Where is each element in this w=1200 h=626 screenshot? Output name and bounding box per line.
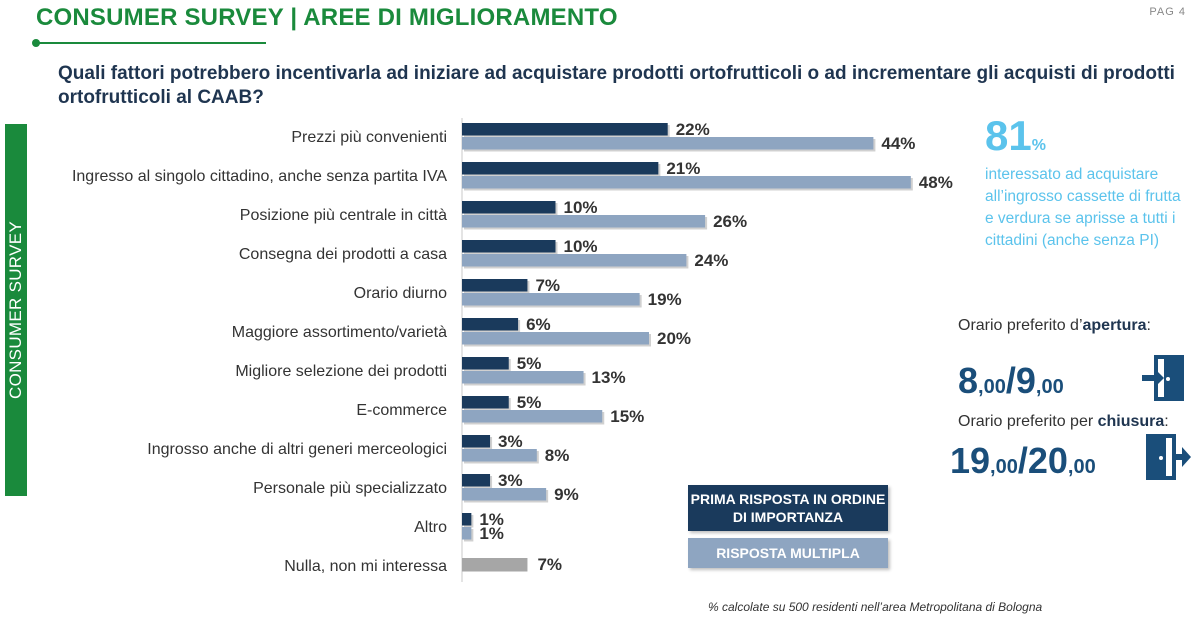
bar-first-response <box>462 357 509 370</box>
door-enter-icon <box>1142 355 1184 401</box>
data-label-first: 22% <box>676 120 710 139</box>
bar-first-response <box>462 396 509 409</box>
closing-min-1: ,00 <box>990 456 1018 478</box>
legend-multiple-response: RISPOSTA MULTIPLA <box>688 538 888 568</box>
closing-separator: / <box>1017 440 1028 481</box>
category-label: Nulla, non mi interessa <box>284 558 447 575</box>
data-label-multiple: 1% <box>479 524 504 543</box>
stat-number: 81 <box>985 112 1032 159</box>
bar-multiple-response <box>462 527 472 540</box>
category-label: Migliore selezione dei prodotti <box>235 363 447 380</box>
opening-min-2: ,00 <box>1035 376 1064 398</box>
data-label-first: 5% <box>517 393 542 412</box>
survey-question: Quali fattori potrebbero incentivarla ad… <box>58 63 1175 108</box>
legend-first-response: PRIMA RISPOSTA IN ORDINE DI IMPORTANZA <box>688 485 888 531</box>
data-label-multiple: 19% <box>648 290 682 309</box>
stat-unit: % <box>1031 137 1046 154</box>
page-title: CONSUMER SURVEY | AREE DI MIGLIORAMENTO <box>36 4 618 31</box>
data-label-first: 6% <box>526 315 551 334</box>
category-label: Posizione più centrale in città <box>240 207 447 224</box>
data-label-multiple: 13% <box>592 368 626 387</box>
closing-label-suffix: : <box>1164 413 1169 430</box>
door-exit-icon <box>1146 434 1191 480</box>
stat-description: interessato ad acquistare all’ingrosso c… <box>985 166 1181 249</box>
bar-multiple-response <box>462 371 584 384</box>
category-label: Ingresso al singolo cittadino, anche sen… <box>72 168 447 185</box>
bar-first-response <box>462 435 491 448</box>
data-label-multiple: 24% <box>694 251 728 270</box>
stat-value: 81% <box>985 112 1046 160</box>
data-label-first: 21% <box>666 159 700 178</box>
category-label: Consegna dei prodotti a casa <box>239 246 447 263</box>
data-label-multiple: 44% <box>881 134 915 153</box>
opening-hour-1: 8 <box>958 360 979 401</box>
data-label-multiple: 20% <box>657 329 691 348</box>
opening-time: 8,00/9,00 <box>958 360 1064 402</box>
category-label: Maggiore assortimento/varietà <box>232 324 447 341</box>
page-number: PAG 4 <box>1149 6 1186 18</box>
bar-multiple-response <box>462 332 649 345</box>
category-label: E-commerce <box>356 402 447 419</box>
data-label-multiple: 26% <box>713 212 747 231</box>
bar-single <box>462 558 528 572</box>
footnote: % calcolate su 500 residenti nell’area M… <box>708 600 1043 614</box>
bar-multiple-response <box>462 176 911 189</box>
bar-multiple-response <box>462 293 640 306</box>
bar-first-response <box>462 201 556 214</box>
closing-hour-2: 20 <box>1027 440 1068 481</box>
data-label-first: 1% <box>479 510 504 529</box>
data-label-first: 5% <box>517 354 542 373</box>
side-band: CONSUMER SURVEY <box>5 124 27 496</box>
bar-multiple-response <box>462 215 706 228</box>
data-label-multiple: 9% <box>554 485 579 504</box>
bar-multiple-response <box>462 254 687 267</box>
bar-first-response <box>462 162 659 175</box>
opening-min-1: ,00 <box>978 376 1006 398</box>
closing-hour-1: 19 <box>950 440 991 481</box>
opening-label: Orario preferito d’apertura: <box>958 317 1151 335</box>
title-underline <box>36 42 266 44</box>
bar-first-response <box>462 279 528 292</box>
data-label-first: 3% <box>498 432 523 451</box>
opening-hour-2: 9 <box>1015 360 1036 401</box>
closing-label: Orario preferito per chiusura: <box>958 413 1169 431</box>
bar-multiple-response <box>462 488 547 501</box>
data-label-first: 10% <box>564 237 598 256</box>
data-label-multiple: 8% <box>545 446 570 465</box>
bar-first-response <box>462 318 519 331</box>
category-label: Ingrosso anche di altri generi merceolog… <box>147 441 447 458</box>
data-label-multiple: 48% <box>919 173 953 192</box>
data-label-first: 3% <box>498 471 523 490</box>
opening-label-suffix: : <box>1146 317 1151 334</box>
closing-min-2: ,00 <box>1067 456 1096 478</box>
closing-label-bold: chiusura <box>1097 413 1165 430</box>
closing-time: 19,00/20,00 <box>950 440 1096 482</box>
bar-multiple-response <box>462 137 874 150</box>
bar-first-response <box>462 513 472 526</box>
bar-first-response <box>462 474 491 487</box>
data-label-multiple: 15% <box>610 407 644 426</box>
bar-first-response <box>462 240 556 253</box>
opening-label-bold: apertura <box>1082 317 1147 334</box>
data-label-single: 7% <box>537 555 562 574</box>
bar-multiple-response <box>462 410 603 423</box>
opening-separator: / <box>1005 360 1016 401</box>
bar-first-response <box>462 123 668 136</box>
title-underline-dot <box>32 39 40 47</box>
opening-label-prefix: Orario preferito d’ <box>958 317 1083 334</box>
category-label: Altro <box>414 519 447 536</box>
data-label-first: 10% <box>564 198 598 217</box>
data-label-first: 7% <box>535 276 560 295</box>
bar-multiple-response <box>462 449 537 462</box>
closing-label-prefix: Orario preferito per <box>958 413 1098 430</box>
category-label: Prezzi più convenienti <box>291 129 447 146</box>
category-label: Personale più specializzato <box>253 480 447 497</box>
category-label: Orario diurno <box>354 285 447 302</box>
